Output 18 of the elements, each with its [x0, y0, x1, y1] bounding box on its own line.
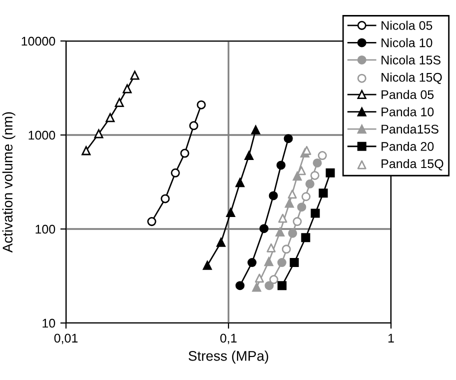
x-tick-label: 0,01 [54, 334, 78, 344]
y-tick-label: 10000 [22, 36, 56, 46]
x-axis-title: Stress (MPa) [188, 350, 268, 364]
y-tick-label: 1000 [28, 130, 56, 140]
legend-label: Panda15S [382, 124, 438, 134]
y-tick-label: 10 [42, 318, 56, 328]
legend-label: Panda 10 [382, 107, 434, 116]
x-tick-label: 0,1 [220, 334, 237, 344]
legend-label: Panda 05 [382, 90, 434, 100]
y-tick-label: 100 [36, 224, 56, 234]
legend-label: Nicola 15S [382, 55, 440, 64]
legend-label: Nicola 15Q [382, 72, 442, 84]
y-axis-title: Activation volume (nm) [2, 112, 16, 253]
legend-label: Nicola 10 [382, 38, 432, 48]
legend-label: Nicola 05 [382, 20, 432, 30]
legend-label: Panda 15Q [382, 158, 444, 170]
x-tick-label: 1 [388, 334, 394, 342]
legend-label: Panda 20 [382, 142, 434, 151]
